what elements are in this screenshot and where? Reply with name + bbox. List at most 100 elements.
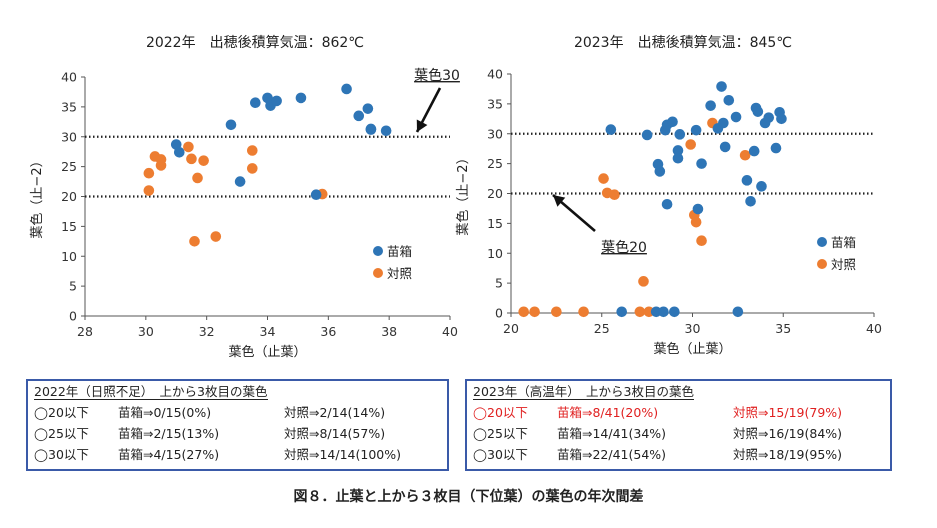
y-tick-label: 40 [61,70,77,85]
chart-title: 2022年 出穂後積算気温：862℃ [146,35,364,51]
data-point-naebako [667,116,678,128]
data-point-taisho [551,306,562,318]
x-tick-label: 40 [866,321,882,336]
naebako-value: 苗箱⇒4/15(27%) [118,447,220,462]
data-point-naebako [723,94,735,106]
data-point-naebako [650,306,662,318]
y-tick-label: 20 [61,189,77,204]
taisho-value: 対照⇒16/19(84%) [733,426,843,441]
data-point-taisho [739,149,751,161]
data-point-naebako [173,146,185,158]
data-point-naebako [616,306,628,318]
naebako-value: 苗箱⇒2/15(13%) [118,426,220,441]
data-point-naebako [776,113,787,125]
data-point-taisho [192,172,203,184]
data-point-naebako [672,145,684,156]
data-point-taisho [685,139,696,150]
condition-label: ◯20以下 [34,405,89,420]
taisho-value: 対照⇒18/19(95%) [733,447,843,462]
data-point-naebako [745,195,756,207]
x-tick-label: 40 [442,324,458,339]
data-point-taisho [198,155,209,166]
data-point-taisho [598,173,609,184]
y-tick-label: 15 [487,216,503,231]
condition-label: ◯25以下 [34,426,89,441]
scatter-chart-0: 2022年 出穂後積算気温：862℃ 0 5 10 15 20 25 30 35 40 28 30 32… [29,35,460,360]
data-point-taisho [529,306,540,318]
taisho-value: 対照⇒8/14(57%) [284,426,386,441]
charts-canvas: 2022年 出穂後積算気温：862℃ 0 5 10 15 20 25 30 35 40 28 30 32… [29,35,882,360]
naebako-value: 苗箱⇒8/41(20%) [557,405,659,420]
y-tick-label: 10 [61,249,77,264]
x-axis-label: 葉色（止葉） [653,341,731,357]
y-tick-label: 25 [487,156,503,171]
x-tick-label: 34 [260,324,276,339]
data-point-naebako [719,141,731,153]
data-point-naebako [353,110,365,122]
data-point-taisho [186,153,197,165]
legend-label: 対照 [387,266,412,281]
reference-label-30: 葉色30 [414,67,460,84]
y-tick-label: 25 [61,159,77,174]
data-point-naebako [696,158,707,169]
data-point-naebako [365,123,377,135]
data-point-taisho [696,235,707,247]
data-point-taisho [578,306,589,318]
reference-label-20: 葉色20 [601,239,647,256]
x-tick-label: 20 [503,321,519,336]
data-point-naebako [605,124,617,135]
y-tick-label: 5 [69,279,77,294]
naebako-value: 苗箱⇒14/41(34%) [557,426,667,441]
table-2022-header: 2022年（日照不足） 上から3枚目の葉色 [34,384,268,400]
data-point-naebako [752,106,764,117]
data-point-naebako [341,83,352,95]
data-point-naebako [718,117,729,129]
data-point-naebako [770,142,782,154]
table-2022: 2022年（日照不足） 上から3枚目の葉色 ◯20以下 苗箱⇒0/15(0%) … [26,379,449,471]
data-point-naebako [732,306,744,318]
y-tick-label: 20 [487,186,503,201]
data-point-naebako [674,129,686,140]
data-point-naebako [641,129,653,141]
data-point-taisho [638,276,649,287]
legend-marker [373,246,383,256]
legend-label: 対照 [831,257,856,272]
y-axis-label: 葉色（止−2） [29,154,45,238]
table-2023: 2023年（高温年） 上から3枚目の葉色 ◯20以下 苗箱⇒8/41(20%) … [465,379,892,471]
data-point-taisho [246,163,258,174]
data-point-naebako [748,145,760,157]
x-tick-label: 36 [320,324,336,339]
y-tick-label: 30 [61,129,77,144]
legend-label: 苗箱 [387,244,412,259]
data-point-naebako [692,203,704,215]
x-tick-label: 32 [199,324,215,339]
condition-label: ◯30以下 [473,447,528,462]
data-point-taisho [143,167,155,179]
data-point-naebako [741,175,753,186]
x-tick-label: 38 [381,324,397,339]
y-tick-label: 30 [487,126,503,141]
data-point-naebako [756,181,767,192]
data-point-taisho [518,306,530,318]
data-point-naebako [295,92,307,104]
y-tick-label: 40 [487,67,503,82]
data-point-taisho [609,189,620,200]
data-point-taisho [690,216,702,228]
data-point-naebako [380,125,392,137]
taisho-value: 対照⇒14/14(100%) [284,447,401,462]
data-point-taisho [183,141,194,153]
condition-label: ◯30以下 [34,447,89,462]
x-tick-label: 28 [77,324,93,339]
data-point-naebako [271,95,282,107]
annotation-arrow-head [553,195,566,207]
condition-label: ◯25以下 [473,426,528,441]
x-tick-label: 30 [685,321,701,336]
data-point-naebako [310,189,322,201]
data-point-taisho [143,185,155,196]
data-point-taisho [189,236,200,247]
data-point-naebako [669,306,680,318]
legend-label: 苗箱 [831,235,856,250]
data-point-taisho [643,306,655,318]
x-axis-label: 葉色（止葉） [228,344,306,360]
data-point-naebako [763,112,775,123]
